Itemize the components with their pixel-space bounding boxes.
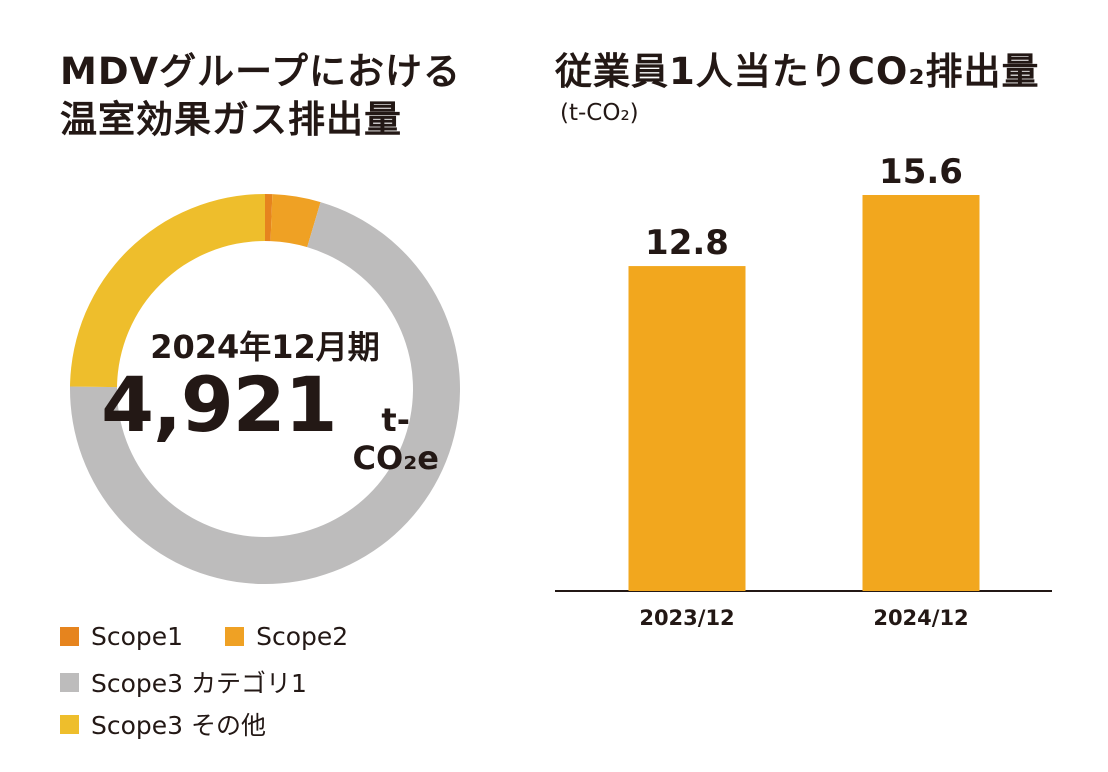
legend-swatch-scope1 xyxy=(60,627,79,646)
legend-row-2: Scope3 カテゴリ1 xyxy=(60,664,349,700)
donut-total-value: 4,921 xyxy=(101,360,337,449)
legend-item-scope2: Scope2 xyxy=(225,622,348,651)
legend-label-scope3-cat1: Scope3 カテゴリ1 xyxy=(91,669,307,698)
bar-chart: 12.8 2023/12 15.6 2024/12 xyxy=(555,152,1052,630)
donut-chart-title: MDVグループにおける 温室効果ガス排出量 xyxy=(60,48,461,144)
legend-item-scope3-cat1: Scope3 カテゴリ1 xyxy=(60,664,307,700)
legend-label-scope2: Scope2 xyxy=(256,622,349,651)
donut-title-line-1: MDVグループにおける xyxy=(60,50,461,93)
bar-category-label-2024-12: 2024/12 xyxy=(873,606,968,630)
donut-chart xyxy=(70,194,461,584)
donut-center-total: 4,921 t-CO₂e xyxy=(101,360,439,477)
bar-value-label-2024-12: 15.6 xyxy=(879,152,963,192)
bar-value-label-2023-12: 12.8 xyxy=(645,223,729,263)
legend-swatch-scope3-other xyxy=(60,714,79,734)
legend-swatch-scope3-cat1 xyxy=(60,672,79,692)
donut-slice-scope1-0 xyxy=(265,194,273,242)
donut-slice-scope2-1 xyxy=(270,194,321,248)
donut-title-line-2: 温室効果ガス排出量 xyxy=(60,98,402,141)
legend-label-scope3-other: Scope3 その他 xyxy=(91,711,267,740)
legend-item-scope3-other: Scope3 その他 xyxy=(60,706,266,742)
bar-chart-unit: (t-CO₂) xyxy=(560,100,639,126)
donut-total-unit: t-CO₂e xyxy=(352,401,439,477)
legend-row-3: Scope3 その他 xyxy=(60,706,308,742)
legend-item-scope1: Scope1 xyxy=(60,622,183,651)
bar-category-label-2023-12: 2023/12 xyxy=(639,606,734,630)
bar-chart-title: 従業員1人当たりCO₂排出量 xyxy=(555,50,1040,93)
donut-slice-scope3--3 xyxy=(70,194,265,388)
legend-swatch-scope2 xyxy=(225,627,245,646)
bar-2024-12 xyxy=(862,195,980,591)
bar-2023-12 xyxy=(628,266,746,591)
legend-row-1: Scope1 Scope2 xyxy=(60,622,390,651)
donut-center-period: 2024年12月期 xyxy=(150,328,380,366)
legend-label-scope1: Scope1 xyxy=(91,622,184,651)
